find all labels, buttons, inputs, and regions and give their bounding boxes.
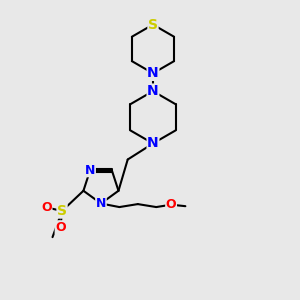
Text: N: N [85,164,95,177]
Text: S: S [57,204,67,218]
Text: S: S [148,18,158,32]
Text: N: N [147,66,159,80]
Text: N: N [96,197,106,210]
Text: O: O [55,221,66,234]
Text: O: O [166,198,176,211]
Text: O: O [41,201,52,214]
Text: N: N [147,136,159,151]
Text: N: N [147,84,159,98]
